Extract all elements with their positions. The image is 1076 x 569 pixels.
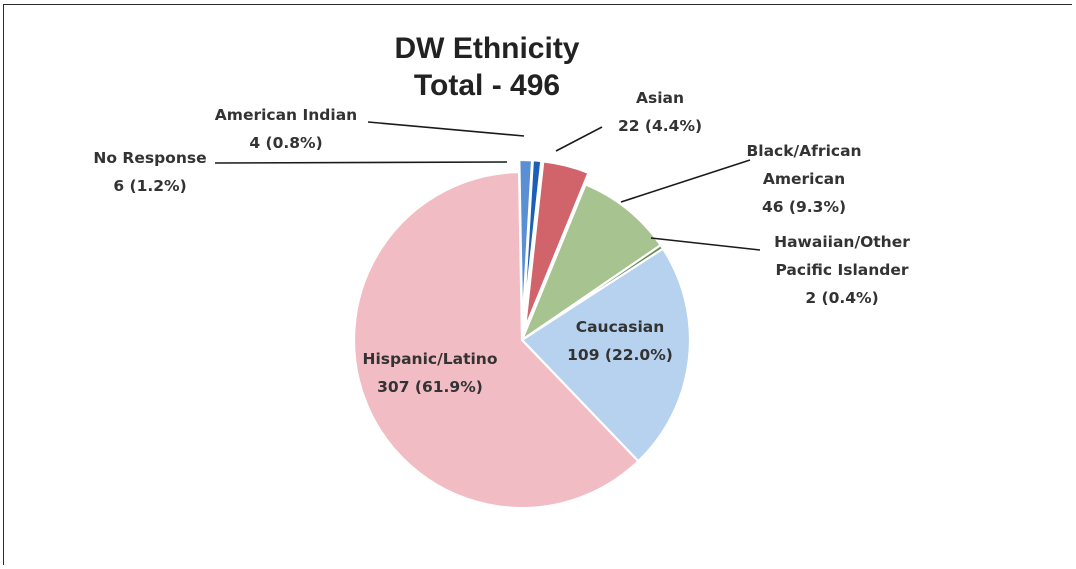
data-label-hawaiian-other-pacific-islander: Hawaiian/Other Pacific Islander 2 (0.4%) (774, 233, 910, 307)
data-label-caucasian: Caucasian 109 (22.0%) (567, 318, 673, 364)
pie-slice-black-african-american (520, 183, 662, 342)
data-label-hispanic-latino: Hispanic/Latino 307 (61.9%) (362, 350, 497, 396)
data-label-asian: Asian 22 (4.4%) (618, 89, 702, 135)
leader-line-asian (555, 126, 603, 152)
chart-title: DW Ethnicity (395, 32, 580, 65)
data-label-black-african-american: Black/African American 46 (9.3%) (746, 142, 861, 216)
leader-line-american-indian (367, 121, 525, 137)
leader-line-no-response (214, 161, 508, 164)
pie-slice-hispanic-latino (352, 170, 640, 510)
leader-line-hawaiian-other-pacific-islander (650, 237, 761, 251)
pie-slice-caucasian (520, 247, 692, 463)
leader-line-black-african-american (620, 159, 751, 203)
data-label-american-indian: American Indian 4 (0.8%) (215, 106, 357, 152)
data-label-no-response: No Response 6 (1.2%) (93, 149, 206, 195)
pie-slice-asian (523, 160, 590, 330)
pie-slice-american-indian (521, 159, 543, 330)
chart-subtitle: Total - 496 (414, 69, 560, 102)
